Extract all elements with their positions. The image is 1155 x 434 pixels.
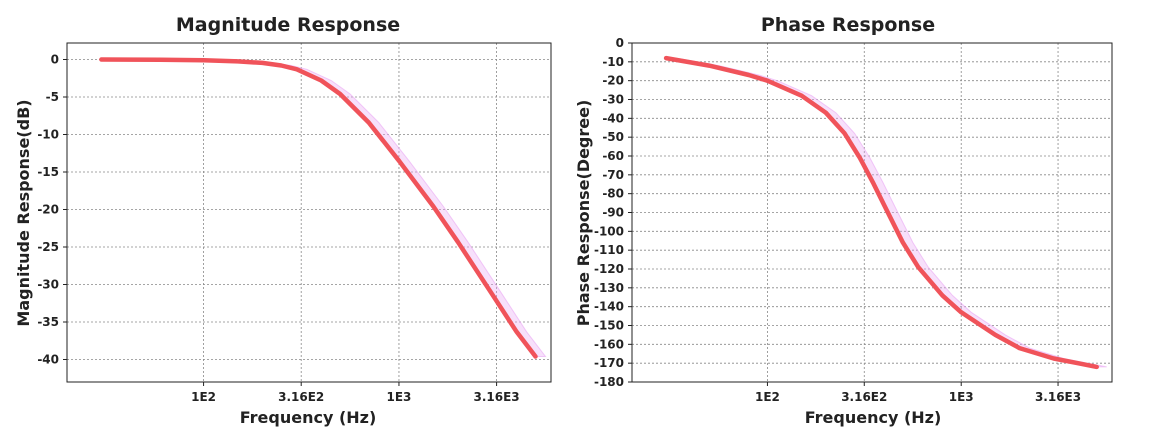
phase-y-tick-label: -180 [594,375,624,389]
phase-y-tick-label: -10 [602,55,624,69]
phase-x-tick-label: 3.16E2 [841,390,887,404]
magnitude-x-axis-label: Frequency (Hz) [240,408,377,427]
phase-y-axis-label: Phase Response(Degree) [574,100,593,327]
magnitude-x-tick-label: 1E2 [191,390,216,404]
phase-chart: Phase Response Frequency (Hz) Phase Resp… [574,14,1113,427]
phase-y-tick-label: -150 [594,319,624,333]
phase-x-axis-label: Frequency (Hz) [805,408,942,427]
phase-y-tick-label: -160 [594,337,624,351]
magnitude-x-tick-label: 1E3 [387,390,412,404]
phase-y-tick-label: -30 [602,93,624,107]
magnitude-y-tick-label: -40 [37,353,59,367]
magnitude-y-tick-label: -25 [37,240,59,254]
phase-chart-title: Phase Response [761,14,935,36]
phase-y-tick-label: -20 [602,74,624,88]
magnitude-y-axis-label: Magnitude Response(dB) [14,99,33,326]
phase-y-tick-label: -50 [602,130,624,144]
phase-y-tick-label: -80 [602,187,624,201]
magnitude-y-tick-label: -10 [37,128,59,142]
phase-y-tick-label: -120 [594,262,624,276]
magnitude-confidence-band [101,59,547,357]
magnitude-y-tick-label: 0 [51,53,59,67]
phase-series-line [663,55,1099,370]
phase-y-tick-label: -130 [594,281,624,295]
phase-y-tick-label: 0 [616,36,624,50]
magnitude-chart-title: Magnitude Response [176,14,400,36]
phase-y-tick-label: -140 [594,300,624,314]
phase-y-tick-label: -40 [602,111,624,125]
phase-y-tick-label: -70 [602,168,624,182]
phase-y-tick-label: -60 [602,149,624,163]
magnitude-chart: Magnitude Response Frequency (Hz) Magnit… [14,14,552,427]
magnitude-plot-frame [66,42,552,383]
magnitude-series-line [99,57,538,359]
phase-x-tick-label: 1E2 [755,390,780,404]
magnitude-y-tick-label: -35 [37,315,59,329]
magnitude-y-tick-label: -15 [37,165,59,179]
phase-y-tick-label: -170 [594,356,624,370]
phase-x-tick-label: 3.16E3 [1035,390,1081,404]
phase-y-tick-label: -110 [594,243,624,257]
magnitude-y-tick-label: -20 [37,203,59,217]
magnitude-y-tick-label: -30 [37,278,59,292]
phase-y-tick-label: -100 [594,224,624,238]
phase-y-tick-label: -90 [602,206,624,220]
magnitude-y-tick-label: -5 [46,90,59,104]
phase-x-tick-label: 1E3 [949,390,974,404]
magnitude-x-tick-label: 3.16E3 [474,390,520,404]
magnitude-x-tick-label: 3.16E2 [278,390,324,404]
